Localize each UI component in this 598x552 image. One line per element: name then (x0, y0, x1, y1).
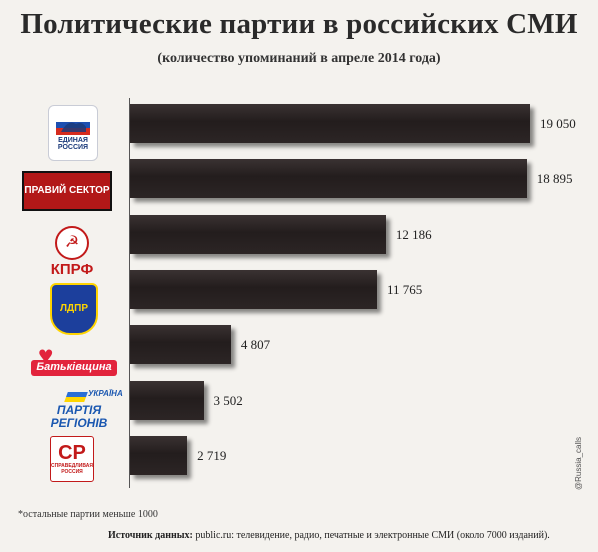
kprf-logo: ☭ КПРФ (46, 224, 98, 280)
bar-7 (130, 436, 188, 475)
credit-watermark: @Russia_calls (574, 436, 583, 490)
bar-value-label-3: 12 186 (395, 227, 432, 242)
source-label: Источник данных: (108, 530, 196, 541)
bar-6 (130, 381, 204, 420)
chart-subtitle: (количество упоминаний в апреле 2014 год… (157, 51, 441, 66)
footnote: *остальные партии меньше 1000 (18, 509, 158, 520)
bar-value-label-4: 11 765 (387, 282, 423, 297)
y-axis-line (129, 98, 130, 488)
bar-value-label-2: 18 895 (536, 171, 573, 186)
batkivshchyna-label: Батьківщина (31, 360, 117, 376)
bar-4 (130, 270, 378, 309)
bar-value-label-6: 3 502 (213, 393, 243, 408)
source-note: Источник данных: public.ru: телевидение,… (108, 530, 550, 541)
partiya-regioniv-label: ПАРТІЯ РЕГІОНІВ (50, 403, 108, 430)
bar-value-label-7: 2 719 (197, 448, 227, 463)
sr-mark: СР (58, 442, 86, 465)
kprf-label: КПРФ (50, 261, 94, 279)
edinaya-rossiya-logo: ЕДИНАЯ РОССИЯ (48, 105, 98, 161)
pravy-sektor-label: ПРАВИЙ СЕКТОР (24, 184, 110, 196)
partiya-regioniv-logo: УКРАЇНА ПАРТІЯ РЕГІОНІВ (30, 389, 128, 430)
batkivshchyna-logo: ♥ Батьківщина (20, 341, 128, 378)
hammer-sickle-icon: ☭ (55, 226, 89, 261)
source-text: public.ru: телевидение, радио, печатные … (195, 530, 550, 541)
bar-value-label-1: 19 050 (540, 116, 576, 131)
pravy-sektor-logo: ПРАВИЙ СЕКТОР (22, 171, 112, 211)
ldpr-logo: ЛДПР (50, 283, 98, 335)
ldpr-label: ЛДПР (60, 302, 88, 314)
ukraina-label: УКРАЇНА (88, 389, 123, 398)
bar-1 (130, 104, 530, 143)
bar-2 (130, 159, 527, 198)
ukraine-flag-icon (64, 392, 88, 402)
chart-title: Политические партии в российских СМИ (20, 8, 578, 40)
edinaya-rossiya-label: ЕДИНАЯ РОССИЯ (57, 136, 89, 151)
bar-3 (130, 215, 386, 254)
bar-value-label-5: 4 807 (240, 337, 271, 352)
spravedlivaya-rossiya-logo: СР СПРАВЕДЛИВАЯ РОССИЯ (50, 436, 94, 482)
spravedlivaya-rossiya-label: СПРАВЕДЛИВАЯ РОССИЯ (51, 463, 93, 475)
bear-emblem-icon (56, 114, 90, 135)
bar-5 (130, 325, 231, 364)
